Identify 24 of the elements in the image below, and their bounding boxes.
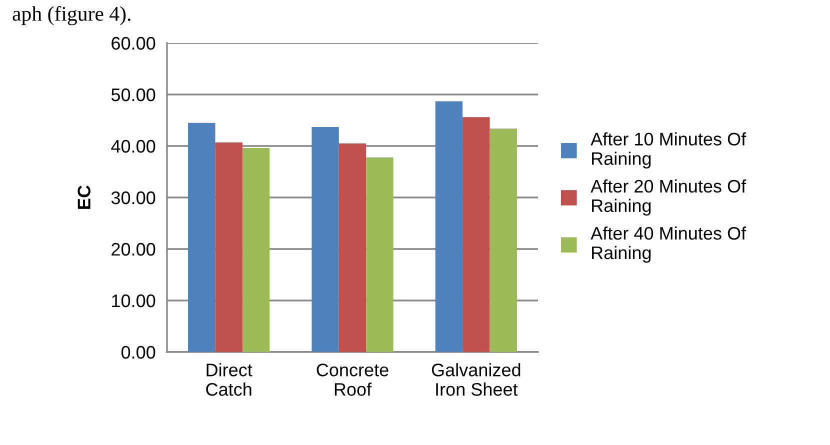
bar — [490, 128, 517, 352]
x-tick-label: Galvanized Iron Sheet — [432, 363, 520, 396]
bar — [242, 148, 270, 352]
x-tick-label: Direct Catch — [206, 363, 252, 396]
y-tick-label: 20.00 — [112, 242, 156, 256]
y-tick-label: 10.00 — [112, 294, 156, 308]
x-tick-label: Concrete Roof — [316, 364, 388, 396]
y-tick-label: 60.00 — [112, 36, 156, 50]
legend-label: After 40 Minutes Of Raining — [590, 226, 746, 263]
y-tick-label: 50.00 — [111, 88, 156, 102]
bar — [338, 143, 366, 352]
bar — [435, 101, 463, 352]
y-tick-label: 30.00 — [111, 191, 156, 204]
text: aph (figure 4). — [12, 6, 130, 26]
legend-label: After 10 Minutes Of Raining — [590, 132, 746, 169]
bar — [462, 117, 490, 352]
bar — [188, 122, 216, 352]
bar — [366, 157, 394, 352]
y-axis-title: EC — [78, 185, 90, 209]
y-tick-label: 40.00 — [111, 140, 156, 153]
bar — [215, 142, 242, 352]
bar — [312, 126, 339, 352]
legend-label: After 20 Minutes Of Raining — [590, 179, 746, 216]
y-tick-label: 0.00 — [121, 346, 156, 359]
